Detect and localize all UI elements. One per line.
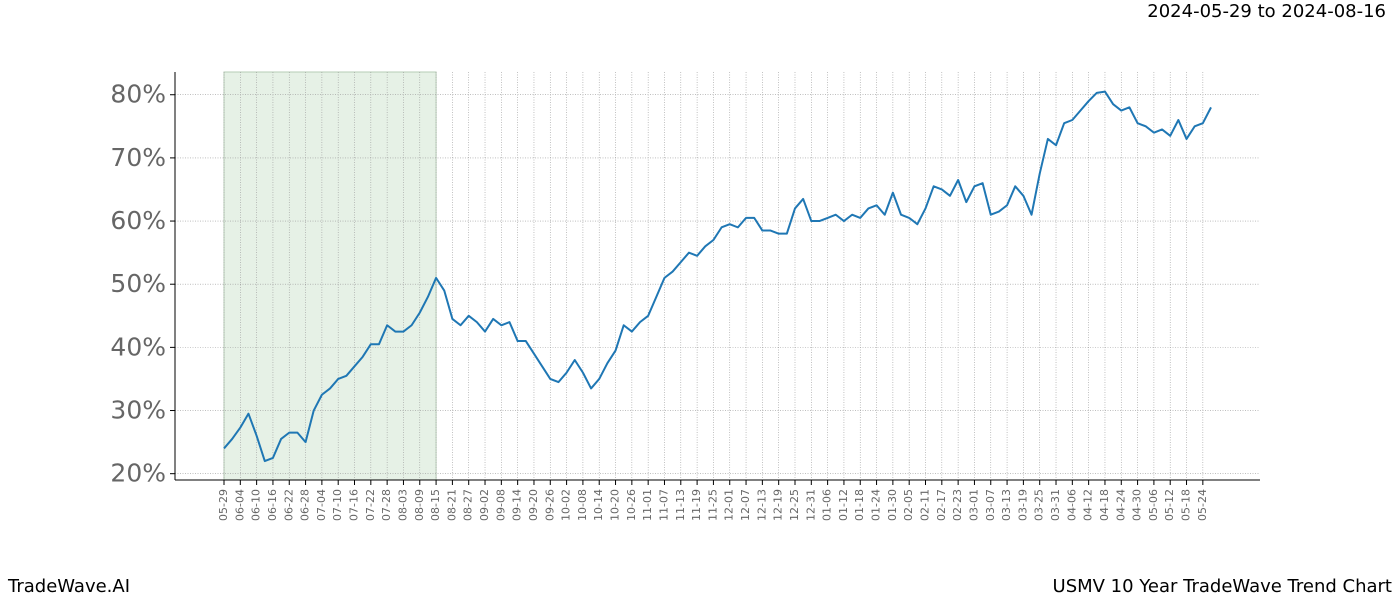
x-tick-label: 07-10 bbox=[331, 489, 344, 521]
x-tick-label: 06-10 bbox=[250, 489, 263, 521]
x-tick-label: 10-02 bbox=[560, 489, 573, 521]
x-tick-label: 03-25 bbox=[1033, 489, 1046, 521]
x-tick-label: 11-25 bbox=[706, 489, 719, 521]
y-tick-label: 50% bbox=[110, 269, 166, 298]
y-tick-label: 70% bbox=[110, 143, 166, 172]
x-tick-label: 07-22 bbox=[364, 489, 377, 521]
x-tick-label: 08-03 bbox=[396, 489, 409, 521]
y-tick-label: 20% bbox=[110, 459, 166, 488]
x-tick-label: 04-06 bbox=[1065, 489, 1078, 521]
x-tick-label: 09-20 bbox=[527, 489, 540, 521]
x-tick-label: 12-01 bbox=[723, 489, 736, 521]
x-tick-label: 04-30 bbox=[1131, 489, 1144, 521]
x-tick-label: 10-20 bbox=[609, 489, 622, 521]
x-tick-label: 12-19 bbox=[772, 489, 785, 521]
x-tick-label: 03-19 bbox=[1016, 489, 1029, 521]
x-tick-label: 08-15 bbox=[429, 489, 442, 521]
x-tick-label: 02-23 bbox=[951, 489, 964, 521]
x-tick-label: 01-12 bbox=[837, 489, 850, 521]
x-tick-label: 03-13 bbox=[1000, 489, 1013, 521]
x-tick-label: 10-08 bbox=[576, 489, 589, 521]
x-tick-label: 08-21 bbox=[445, 489, 458, 521]
x-tick-label: 01-30 bbox=[886, 489, 899, 521]
x-tick-label: 10-26 bbox=[625, 489, 638, 521]
x-tick-label: 04-12 bbox=[1082, 489, 1095, 521]
x-tick-label: 07-16 bbox=[348, 489, 361, 521]
x-tick-label: 07-04 bbox=[315, 489, 328, 521]
chart-title: USMV 10 Year TradeWave Trend Chart bbox=[1053, 576, 1392, 597]
x-tick-label: 09-08 bbox=[494, 489, 507, 521]
brand: TradeWave.AI bbox=[7, 576, 130, 597]
highlight-region bbox=[223, 71, 437, 481]
trend-line bbox=[223, 90, 1212, 463]
x-tick-label: 12-25 bbox=[788, 489, 801, 521]
y-tick-label: 30% bbox=[110, 396, 166, 425]
x-tick-label: 11-01 bbox=[641, 489, 654, 521]
x-tick-label: 03-31 bbox=[1049, 489, 1062, 521]
x-tick-label: 04-18 bbox=[1098, 489, 1111, 521]
x-tick-label: 11-19 bbox=[690, 489, 703, 521]
x-tick-label: 05-06 bbox=[1147, 489, 1160, 521]
x-tick-label: 12-31 bbox=[804, 489, 817, 521]
x-tick-label: 09-14 bbox=[511, 489, 524, 521]
date-range: 2024-05-29 to 2024-08-16 bbox=[1147, 1, 1386, 22]
x-tick-label: 05-24 bbox=[1196, 489, 1209, 521]
x-tick-label: 05-12 bbox=[1163, 489, 1176, 521]
x-tick-label: 12-07 bbox=[739, 489, 752, 521]
x-tick-label: 04-24 bbox=[1114, 489, 1127, 521]
x-tick-label: 12-13 bbox=[755, 489, 768, 521]
x-tick-label: 09-26 bbox=[543, 489, 556, 521]
x-tick-label: 02-05 bbox=[902, 489, 915, 521]
x-tick-label: 05-29 bbox=[217, 489, 230, 521]
x-tick-label: 09-02 bbox=[478, 489, 491, 521]
y-tick-label: 40% bbox=[110, 332, 166, 361]
x-tick-label: 06-04 bbox=[233, 489, 246, 521]
x-tick-label: 11-07 bbox=[657, 489, 670, 521]
y-tick-label: 80% bbox=[110, 80, 166, 109]
x-tick-label: 03-01 bbox=[967, 489, 980, 521]
y-tick-label: 60% bbox=[110, 206, 166, 235]
x-tick-label: 06-28 bbox=[299, 489, 312, 521]
x-tick-label: 01-18 bbox=[853, 489, 866, 521]
x-tick-label: 02-17 bbox=[935, 489, 948, 521]
x-tick-label: 08-27 bbox=[462, 489, 475, 521]
x-tick-label: 06-16 bbox=[266, 489, 279, 521]
x-tick-label: 08-09 bbox=[413, 489, 426, 521]
x-tick-label: 07-28 bbox=[380, 489, 393, 521]
x-tick-label: 11-13 bbox=[674, 489, 687, 521]
x-tick-label: 05-18 bbox=[1180, 489, 1193, 521]
x-tick-label: 01-06 bbox=[821, 489, 834, 521]
x-tick-label: 10-14 bbox=[592, 489, 605, 521]
x-tick-label: 01-24 bbox=[870, 489, 883, 521]
x-tick-label: 03-07 bbox=[984, 489, 997, 521]
x-tick-label: 02-11 bbox=[919, 489, 932, 521]
x-tick-label: 06-22 bbox=[282, 489, 295, 521]
